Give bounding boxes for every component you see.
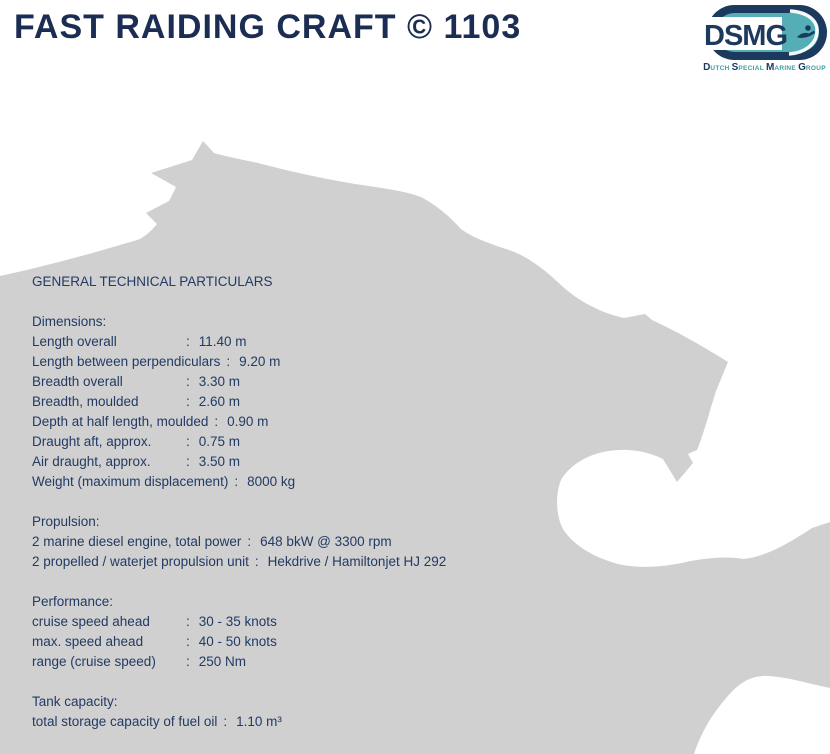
logo-acronym: DSMG [704,20,787,52]
spec-value: 3.30 m [198,374,241,389]
spec-row: 2 propelled / waterjet propulsion unit :… [32,552,446,572]
spec-colon: : [186,654,190,669]
logo-curl-highlight [788,9,819,56]
spec-label: range (cruise speed) [32,654,156,669]
logo-caption-word: D UTCH [703,62,730,73]
spec-colon: : [214,414,219,429]
spec-section: Propulsion: 2 marine diesel engine, tota… [32,512,446,572]
spec-value: 2.60 m [198,394,241,409]
spec-row: 2 marine diesel engine, total power : 64… [32,532,446,552]
spec-label: Breadth, moulded [32,394,139,409]
spec-row: Air draught, approx. : 3.50 m [32,452,446,472]
logo-caption-rest: PECIAL [738,65,764,72]
spec-colon: : [186,634,190,649]
logo-text-field [702,17,782,50]
spec-colon: : [186,334,190,349]
spec-label: Breadth overall [32,374,123,389]
spec-row: Weight (maximum displacement) : 8000 kg [32,472,446,492]
logo-caption-initial: S [731,62,739,73]
spec-row: Breadth overall : 3.30 m [32,372,446,392]
spec-row: Draught aft, approx. : 0.75 m [32,432,446,452]
section-rows: Length overall : 11.40 m Length between … [32,332,446,492]
doc-heading: GENERAL TECHNICAL PARTICULARS [32,274,273,289]
spec-section: Dimensions: Length overall : 11.40 m Len… [32,312,446,492]
spec-label: 2 propelled / waterjet propulsion unit [32,554,249,569]
spec-row: max. speed ahead : 40 - 50 knots [32,632,446,652]
section-title: Dimensions: [32,314,107,329]
section-rows: 2 marine diesel engine, total power : 64… [32,532,446,572]
spec-colon: : [223,714,228,729]
dsmg-logo: DSMG D UTCH S PECIAL M ARINE G ROUP [702,4,829,73]
section-rows: total storage capacity of fuel oil : 1.1… [32,712,446,732]
technical-particulars: GENERAL TECHNICAL PARTICULARS Dimensions… [32,272,446,732]
spec-value: 1.10 m³ [236,714,282,729]
section-title: Tank capacity: [32,694,118,709]
spec-row: Breadth, moulded : 2.60 m [32,392,446,412]
logo-caption-rest: UTCH [710,65,730,72]
logo-caption-word: M ARINE [766,62,796,73]
spec-value: 8000 kg [247,474,296,489]
spec-colon: : [186,374,190,389]
spec-label: max. speed ahead [32,634,144,649]
dsmg-logo-mark: DSMG [702,5,827,60]
logo-caption-rest: ARINE [774,65,797,72]
logo-caption-word: G ROUP [798,62,826,73]
spec-value: 30 - 35 knots [198,614,277,629]
spec-row: Length between perpendiculars : 9.20 m [32,352,446,372]
spec-value: 0.90 m [227,414,269,429]
spec-section: Performance: cruise speed ahead : 30 - 3… [32,592,446,672]
spec-label: Depth at half length, moulded [32,414,209,429]
spec-value: 648 bkW @ 3300 rpm [260,534,392,549]
spec-label: Weight (maximum displacement) [32,474,229,489]
spec-label: Draught aft, approx. [32,434,152,449]
spec-colon: : [186,454,190,469]
spec-label: 2 marine diesel engine, total power [32,534,242,549]
spec-label: cruise speed ahead [32,614,150,629]
spec-colon: : [247,534,252,549]
spec-sections: Dimensions: Length overall : 11.40 m Len… [32,312,446,732]
spec-value: Hekdrive / Hamiltonjet HJ 292 [267,554,447,569]
spec-label: Air draught, approx. [32,454,151,469]
spec-label: Length between perpendiculars [32,354,221,369]
spec-row: cruise speed ahead : 30 - 35 knots [32,612,446,632]
spec-value: 3.50 m [198,454,241,469]
spec-row: total storage capacity of fuel oil : 1.1… [32,712,446,732]
spec-colon: : [186,394,190,409]
logo-caption-rest: ROUP [805,65,826,72]
spec-value: 9.20 m [239,354,281,369]
logo-caption-initial: M [765,62,775,73]
spec-value: 40 - 50 knots [198,634,277,649]
spec-row: Length overall : 11.40 m [32,332,446,352]
section-title: Propulsion: [32,514,100,529]
logo-caption-initial: G [798,62,806,73]
diver-icon [797,25,815,38]
spec-colon: : [234,474,239,489]
spec-label: Length overall [32,334,117,349]
logo-caption: D UTCH S PECIAL M ARINE G ROUP [703,62,828,73]
spec-colon: : [186,434,190,449]
spec-colon: : [186,614,190,629]
spec-label: total storage capacity of fuel oil [32,714,218,729]
lion-silhouette-path [0,141,830,754]
spec-row: range (cruise speed) : 250 Nm [32,652,446,672]
logo-caption-initial: D [703,62,711,73]
spec-value: 0.75 m [198,434,241,449]
section-title: Performance: [32,594,114,609]
spec-section: Tank capacity: total storage capacity of… [32,692,446,732]
spec-value: 250 Nm [198,654,247,669]
spec-row: Depth at half length, moulded : 0.90 m [32,412,446,432]
page-title: FAST RAIDING CRAFT © 1103 [14,8,522,46]
spec-value: 11.40 m [198,334,247,349]
spec-colon: : [254,554,259,569]
spec-colon: : [226,354,231,369]
section-rows: cruise speed ahead : 30 - 35 knots max. … [32,612,446,672]
logo-caption-word: S PECIAL [732,62,764,73]
